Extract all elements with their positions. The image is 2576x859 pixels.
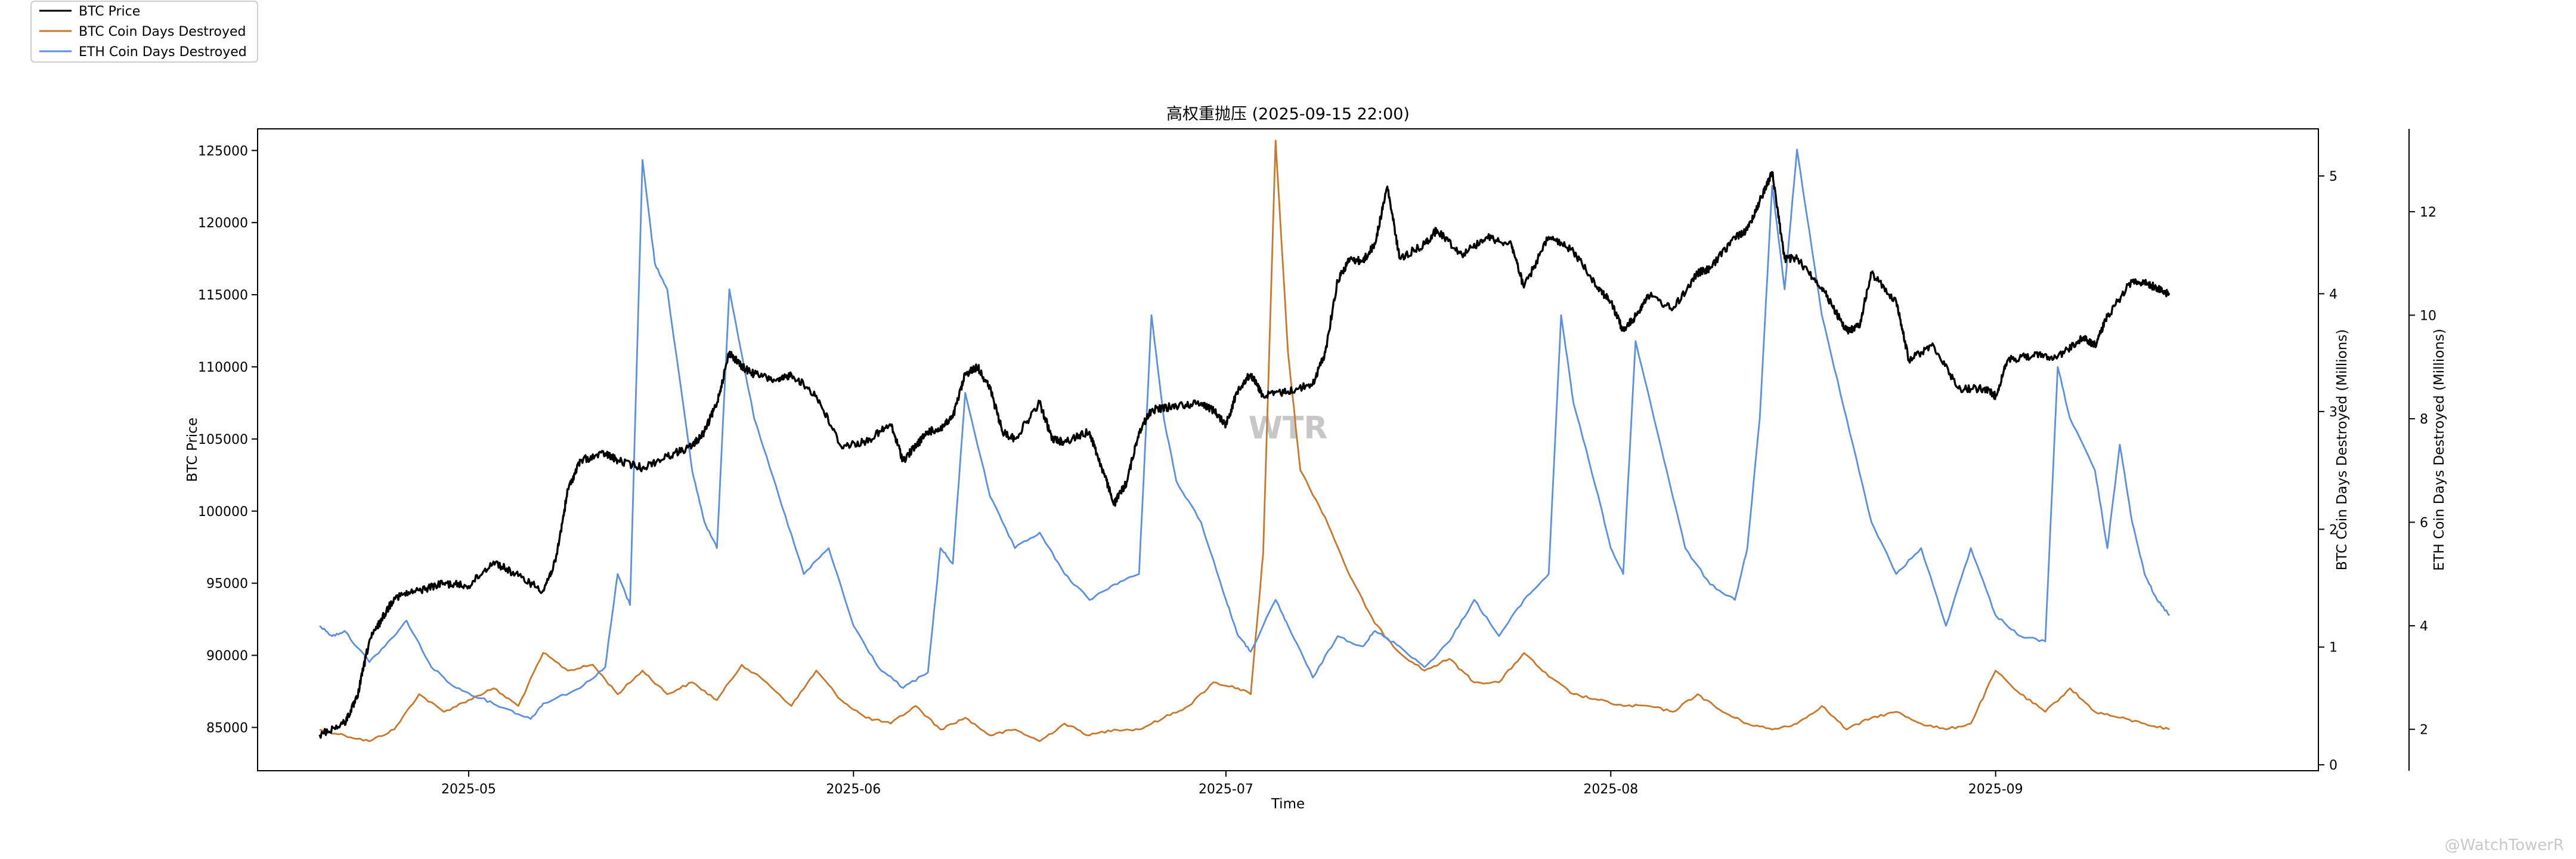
x-tick-label-2025-09: 2025-09 (1968, 782, 2023, 797)
y-left-tick-label-105000: 105000 (198, 432, 248, 447)
series-btc-coin-days-destroyed (319, 140, 2170, 742)
legend-label-btc-coin-days-destroyed: BTC Coin Days Destroyed (79, 24, 246, 39)
y-right1-tick-label-0: 0 (2329, 758, 2337, 773)
y-axis-btc-price: 85000 90000 95000 100000 105000 110000 115000 1… (185, 144, 258, 736)
y-right2-tick-label-2: 2 (2420, 723, 2428, 738)
series-btc-price (318, 171, 2171, 739)
brand-mark: @WatchTowerR (2445, 836, 2564, 854)
chart-title: 高权重抛压 (2025-09-15 22:00) (1166, 105, 1410, 123)
legend-box (30, 1, 258, 63)
legend: BTC Price BTC Coin Days Destroyed ETH Coin… (30, 1, 258, 63)
y-right2-tick-label-10: 10 (2420, 308, 2436, 323)
y-right2-axis-label: ETH Coin Days Destroyed (Millions) (2432, 329, 2447, 571)
y-axis-eth-cdd: 2 4 6 8 10 12 ETH Coin Days Destroyed (Million… (2408, 129, 2447, 771)
y-right1-tick-label-3: 3 (2329, 405, 2337, 420)
y-right1-axis-label: BTC Coin Days Destroyed (Millions) (2334, 329, 2350, 571)
y-right1-tick-label-1: 1 (2329, 641, 2337, 656)
y-left-tick-label-120000: 120000 (198, 216, 248, 231)
y-right2-tick-label-6: 6 (2420, 515, 2428, 530)
y-right1-tick-label-2: 2 (2329, 523, 2337, 537)
y-right2-tick-label-4: 4 (2420, 619, 2428, 634)
x-tick-label-2025-07: 2025-07 (1199, 782, 1253, 797)
y-axis-btc-cdd: 0 1 2 3 4 5 BTC Coin Days Destroyed (Millions) (2318, 169, 2350, 773)
y-left-tick-label-95000: 95000 (206, 577, 248, 592)
x-tick-label-2025-08: 2025-08 (1583, 782, 1638, 797)
watermark: WTR (1249, 410, 1328, 446)
y-left-tick-label-115000: 115000 (198, 288, 248, 303)
y-left-tick-label-125000: 125000 (198, 144, 248, 159)
y-left-axis-label: BTC Price (185, 418, 200, 482)
legend-label-eth-coin-days-destroyed: ETH Coin Days Destroyed (79, 45, 247, 60)
y-right2-tick-label-12: 12 (2420, 205, 2436, 220)
plot-area-frame (257, 128, 2319, 771)
y-right2-tick-label-8: 8 (2420, 412, 2428, 427)
x-tick-label-2025-05: 2025-05 (441, 782, 496, 797)
x-axis: 2025-05 2025-06 2025-07 2025-08 2025-09 (441, 771, 2023, 797)
y-left-tick-label-85000: 85000 (206, 721, 248, 736)
y-left-tick-label-90000: 90000 (206, 649, 248, 664)
series-layer (318, 140, 2171, 742)
x-tick-label-2025-06: 2025-06 (826, 782, 881, 797)
y-left-tick-label-100000: 100000 (198, 505, 248, 520)
legend-label-btc-price: BTC Price (79, 4, 140, 19)
y-right1-tick-label-5: 5 (2329, 169, 2337, 184)
series-eth-coin-days-destroyed (319, 149, 2171, 720)
y-left-tick-label-110000: 110000 (198, 360, 248, 375)
x-axis-label: Time (1271, 796, 1305, 812)
y-right1-tick-label-4: 4 (2329, 287, 2337, 302)
